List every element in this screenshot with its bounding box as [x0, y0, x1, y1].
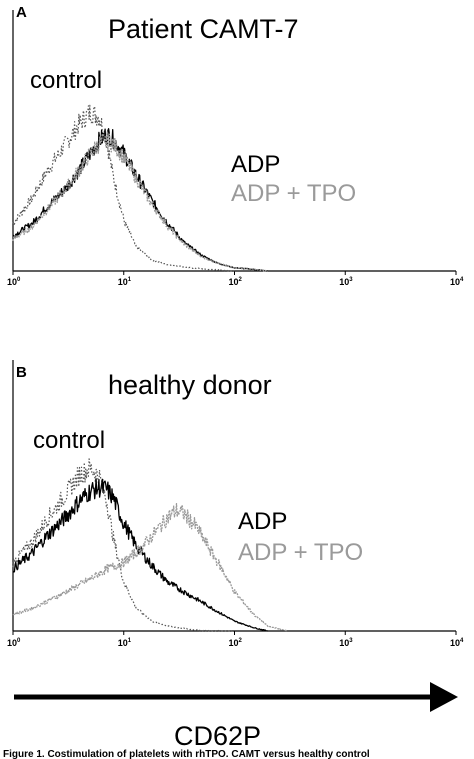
panel-a-x-tick-label: 101 [118, 277, 132, 287]
panel-a-title: Patient CAMT-7 [108, 14, 299, 44]
panel-a-annotation-control: control [30, 67, 102, 94]
panel-b-x-tick-label: 100 [7, 638, 21, 648]
panel-b-annotation-adp: ADP [238, 508, 287, 535]
panel-b-series-adp-tpo [12, 502, 288, 632]
panel-b-series-control [12, 458, 235, 632]
panel-b-letter: B [16, 364, 27, 381]
panel-a-x-tick-label: 102 [229, 277, 243, 287]
panel-a-letter: A [16, 4, 27, 21]
figure-caption: Figure 1. Costimulation of platelets wit… [3, 749, 370, 759]
panel-b-series [12, 458, 288, 632]
panel-a-x-tick-label: 103 [339, 277, 353, 287]
panel-a-x-tick-label: 100 [7, 277, 21, 287]
panel-a-ticks: 100 101 102 103 104 [7, 271, 464, 287]
panel-a-series-control [12, 104, 235, 272]
panel-b-series-adp [12, 478, 268, 632]
panel-b-annotation-adp-tpo: ADP + TPO [238, 539, 363, 566]
panel-a: A Patient CAMT-7 100 101 102 103 104 control… [7, 4, 464, 287]
panel-b-ticks: 100 101 102 103 104 [7, 631, 464, 648]
cd62p-arrow [14, 682, 458, 712]
panel-a-series-adp-tpo [12, 131, 268, 272]
panel-b-annotation-control: control [33, 427, 105, 454]
arrow-head [430, 682, 458, 712]
panel-a-series [12, 104, 269, 272]
panel-b-title: healthy donor [108, 370, 272, 400]
panel-b: B healthy donor 100 101 102 103 104 control … [7, 360, 464, 648]
panel-b-x-tick-label: 101 [118, 638, 132, 648]
panel-b-x-tick-label: 104 [450, 638, 464, 648]
panel-a-x-tick-label: 104 [450, 277, 464, 287]
panel-b-x-tick-label: 102 [229, 638, 243, 648]
x-axis-label: CD62P [174, 721, 261, 751]
panel-a-annotation-adp: ADP [231, 151, 280, 178]
panel-a-annotation-adp-tpo: ADP + TPO [231, 180, 356, 207]
panel-b-x-tick-label: 103 [339, 638, 353, 648]
